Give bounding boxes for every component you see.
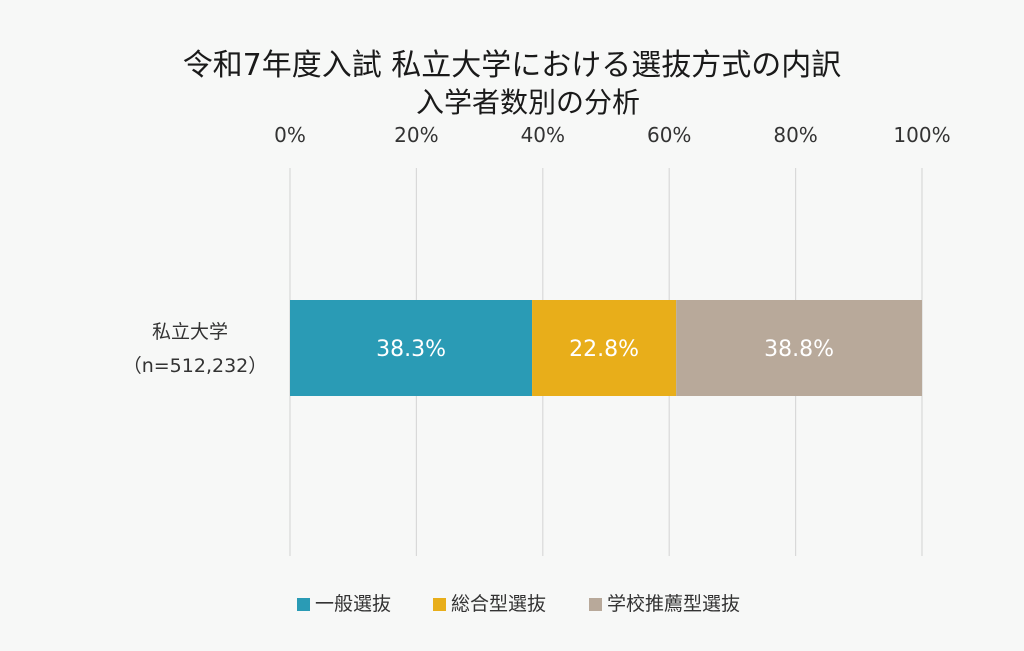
stacked-bar xyxy=(290,300,922,396)
legend-swatch xyxy=(589,598,602,611)
category-labels: 私立大学 （n=512,232） xyxy=(123,321,268,377)
category-sublabel: （n=512,232） xyxy=(123,355,268,377)
bar-segment xyxy=(532,300,677,396)
legend: 一般選抜 総合型選抜 学校推薦型選抜 xyxy=(297,593,740,615)
legend-label: 総合型選抜 xyxy=(451,593,546,615)
x-axis-ticks: 0% 20% 40% 60% 80% 100% xyxy=(274,123,950,147)
x-tick-label: 60% xyxy=(647,123,691,147)
bar-segment xyxy=(676,300,922,396)
category-label: 私立大学 xyxy=(152,321,228,343)
legend-swatch xyxy=(433,598,446,611)
data-labels: 38.3% 22.8% 38.8% xyxy=(376,337,834,362)
legend-label: 一般選抜 xyxy=(315,593,391,615)
data-label: 38.8% xyxy=(764,337,834,362)
x-tick-label: 100% xyxy=(893,123,950,147)
bar-segment xyxy=(290,300,533,396)
x-tick-label: 0% xyxy=(274,123,306,147)
data-label: 22.8% xyxy=(569,337,639,362)
chart-title: 令和7年度入試 私立大学における選抜方式の内訳 xyxy=(183,48,842,83)
x-tick-label: 80% xyxy=(773,123,817,147)
legend-swatch xyxy=(297,598,310,611)
legend-label: 学校推薦型選抜 xyxy=(607,593,740,615)
x-tick-label: 40% xyxy=(521,123,565,147)
data-label: 38.3% xyxy=(376,337,446,362)
chart-subtitle: 入学者数別の分析 xyxy=(416,86,640,119)
x-tick-label: 20% xyxy=(394,123,438,147)
